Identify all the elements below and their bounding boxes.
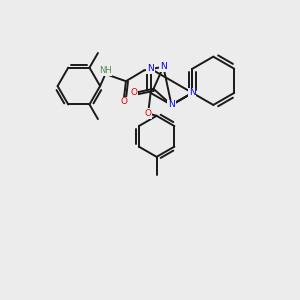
Text: N: N: [160, 62, 167, 71]
Text: N: N: [147, 64, 154, 73]
Text: N: N: [168, 100, 175, 109]
Text: N: N: [189, 88, 196, 98]
Text: O: O: [131, 88, 138, 98]
Text: O: O: [145, 109, 152, 118]
Text: O: O: [121, 97, 128, 106]
Text: NH: NH: [99, 66, 112, 75]
